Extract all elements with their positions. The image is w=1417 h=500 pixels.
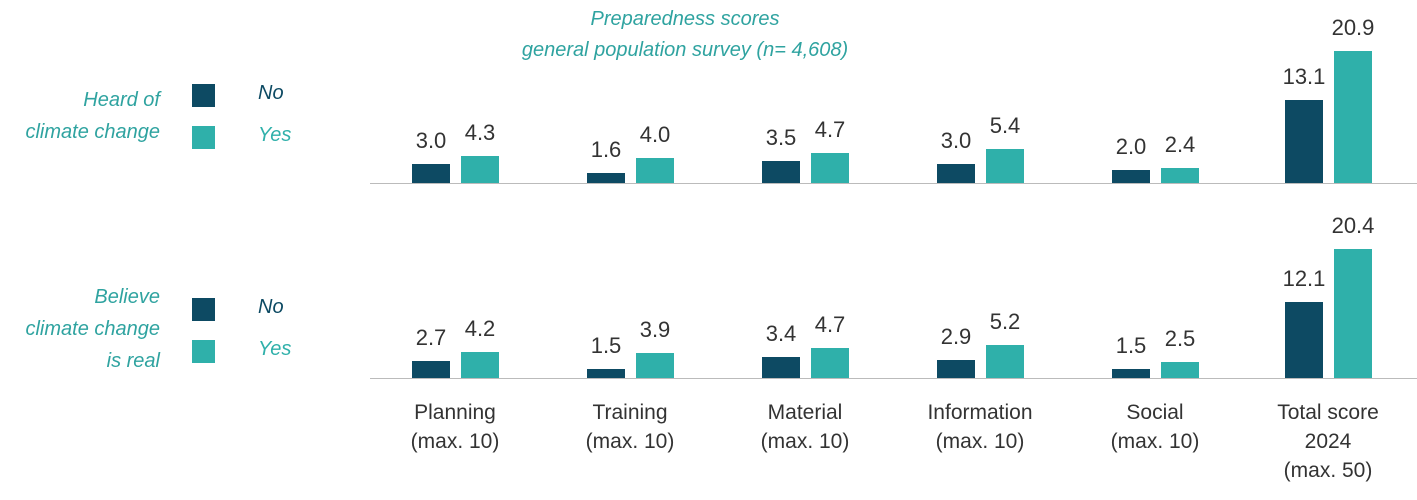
value-label: 3.4 xyxy=(765,320,797,346)
category-label: Material (max. 10) xyxy=(760,401,850,453)
value-label: 4.7 xyxy=(814,312,846,338)
bar xyxy=(986,148,1024,183)
value-label: 1.6 xyxy=(590,136,622,162)
group-label: Believe climate change is real xyxy=(25,286,160,372)
category-label: Training (max. 10) xyxy=(585,401,675,453)
value-label: 4.2 xyxy=(464,315,496,341)
value-label: 20.4 xyxy=(1331,213,1375,239)
legend-label: Yes xyxy=(258,338,292,360)
legend-label: No xyxy=(258,82,284,104)
baseline xyxy=(370,378,1417,379)
value-label: 1.5 xyxy=(1115,332,1147,358)
value-label: 4.0 xyxy=(639,121,671,147)
value-label: 12.1 xyxy=(1282,265,1326,291)
value-label: 2.4 xyxy=(1164,131,1196,157)
value-label: 3.0 xyxy=(415,128,447,154)
bar xyxy=(937,359,975,378)
value-label: 13.1 xyxy=(1282,64,1326,90)
value-label: 20.9 xyxy=(1331,15,1375,41)
bar xyxy=(587,368,625,378)
category-label: Social (max. 10) xyxy=(1110,401,1200,453)
value-label: 4.7 xyxy=(814,117,846,143)
bar xyxy=(1161,362,1199,378)
legend-label: Yes xyxy=(258,124,292,146)
category-label: Information (max. 10) xyxy=(927,401,1033,453)
bar xyxy=(587,172,625,183)
legend-swatch xyxy=(192,298,215,321)
baseline xyxy=(370,183,1417,184)
bar xyxy=(811,153,849,183)
value-label: 3.9 xyxy=(639,317,671,343)
value-label: 2.5 xyxy=(1164,326,1196,352)
chart-title: Preparedness scores xyxy=(590,8,780,30)
legend-swatch xyxy=(192,340,215,363)
bar xyxy=(636,353,674,378)
value-label: 2.7 xyxy=(415,324,447,350)
value-label: 5.4 xyxy=(989,112,1021,138)
legend-label: No xyxy=(258,296,284,318)
bar xyxy=(986,345,1024,378)
bar xyxy=(412,360,450,378)
bar xyxy=(636,157,674,183)
value-label: 2.9 xyxy=(940,323,972,349)
bar xyxy=(461,351,499,378)
bar xyxy=(1285,301,1323,378)
bar xyxy=(1112,170,1150,183)
chart-subtitle: general population survey (n= 4,608) xyxy=(521,39,849,61)
category-label: Total score 2024 (max. 50) xyxy=(1277,401,1379,482)
value-label: 3.0 xyxy=(940,128,972,154)
bar xyxy=(1161,167,1199,183)
bar xyxy=(1285,100,1323,183)
bar xyxy=(461,155,499,183)
value-label: 4.3 xyxy=(464,119,496,145)
legend-swatch xyxy=(192,126,215,149)
value-label: 2.0 xyxy=(1115,134,1147,160)
bar xyxy=(1334,51,1372,183)
bar xyxy=(412,164,450,183)
legend-swatch xyxy=(192,84,215,107)
bar xyxy=(811,348,849,378)
bar xyxy=(1334,249,1372,378)
bar xyxy=(762,356,800,378)
value-label: 5.2 xyxy=(989,309,1021,335)
value-label: 3.5 xyxy=(765,124,797,150)
group-label: Heard of climate change xyxy=(25,89,160,143)
bar xyxy=(937,164,975,183)
category-label: Planning (max. 10) xyxy=(410,401,500,453)
bar xyxy=(1112,368,1150,378)
bar xyxy=(762,160,800,183)
value-label: 1.5 xyxy=(590,332,622,358)
